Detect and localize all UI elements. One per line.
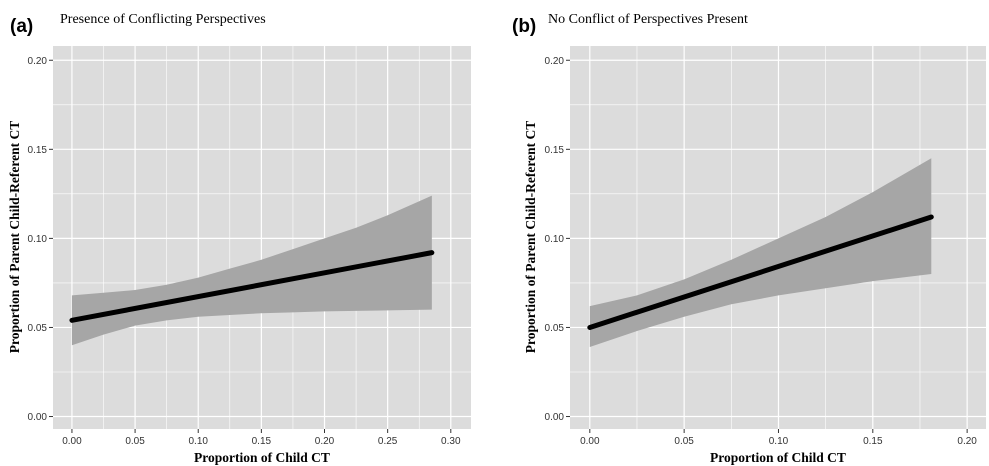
y-tick-label: 0.15 xyxy=(28,145,48,156)
y-tick-label: 0.00 xyxy=(28,412,48,423)
x-tick-label: 0.25 xyxy=(378,436,398,447)
panel-a-letter: (a) xyxy=(10,16,33,37)
panel-b-y-axis-title: Proportion of Parent Child-Referent CT xyxy=(523,121,538,353)
y-tick-label: 0.20 xyxy=(545,56,565,67)
x-tick-label: 0.00 xyxy=(62,436,82,447)
x-tick-label: 0.15 xyxy=(252,436,272,447)
y-tick-label: 0.10 xyxy=(545,234,565,245)
y-tick-label: 0.20 xyxy=(28,56,48,67)
panel-b-letter: (b) xyxy=(512,16,536,37)
x-tick-label: 0.10 xyxy=(769,436,789,447)
y-tick-label: 0.05 xyxy=(28,323,48,334)
panel-b: (b) No Conflict of Perspectives Present … xyxy=(512,12,986,465)
panel-a-x-axis-title: Proportion of Child CT xyxy=(194,450,330,465)
x-tick-label: 0.15 xyxy=(863,436,883,447)
y-tick-label: 0.05 xyxy=(545,323,565,334)
panel-b-title: No Conflict of Perspectives Present xyxy=(548,12,748,27)
panel-a-fit-line xyxy=(69,250,435,323)
y-tick-label: 0.15 xyxy=(545,145,565,156)
panel-a: (a) Presence of Conflicting Perspectives… xyxy=(7,12,471,465)
panel-b-x-ticks: 0.00 0.05 0.10 0.15 0.20 xyxy=(580,429,977,447)
panel-a-x-ticks: 0.00 0.05 0.10 0.15 0.20 0.25 0.30 xyxy=(62,429,461,447)
x-tick-label: 0.20 xyxy=(315,436,335,447)
panel-a-confidence-band xyxy=(71,195,432,346)
y-tick-label: 0.10 xyxy=(28,234,48,245)
x-tick-label: 0.05 xyxy=(125,436,145,447)
x-tick-label: 0.10 xyxy=(188,436,208,447)
x-tick-label: 0.30 xyxy=(441,436,461,447)
x-tick-label: 0.00 xyxy=(580,436,600,447)
panel-a-y-ticks: 0.00 0.05 0.10 0.15 0.20 xyxy=(28,56,53,423)
panel-b-x-axis-title: Proportion of Child CT xyxy=(710,450,846,465)
panel-a-y-axis-title: Proportion of Parent Child-Referent CT xyxy=(7,121,22,353)
panel-b-y-ticks: 0.00 0.05 0.10 0.15 0.20 xyxy=(545,56,570,423)
panel-a-title: Presence of Conflicting Perspectives xyxy=(60,12,266,27)
panel-b-fit-line xyxy=(587,214,934,330)
y-tick-label: 0.00 xyxy=(545,412,565,423)
x-tick-label: 0.20 xyxy=(957,436,977,447)
x-tick-label: 0.05 xyxy=(674,436,694,447)
